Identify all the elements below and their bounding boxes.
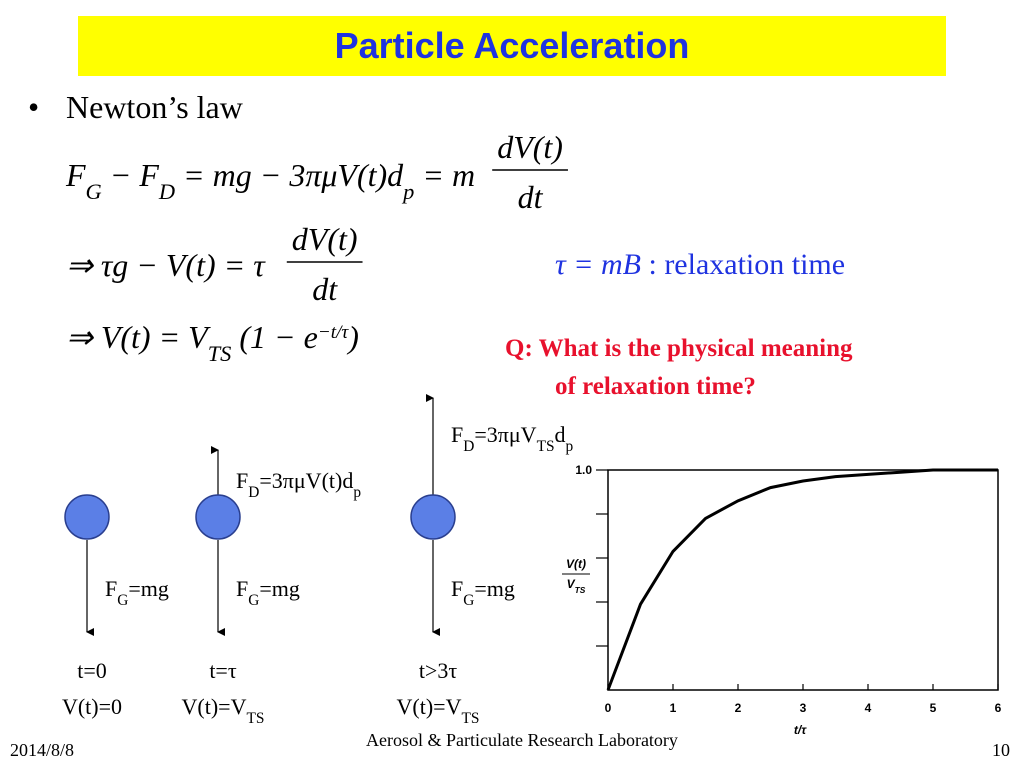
denominator: dt [518, 179, 544, 215]
subscript: p [353, 484, 361, 501]
y-tick-label: 1.0 [575, 463, 592, 477]
velocity-label: V(t)=VTS [397, 694, 480, 727]
subscript: G [248, 592, 259, 609]
subscript: G [463, 592, 474, 609]
note-text: : relaxation time [641, 248, 845, 281]
text-part: V(t)=0 [62, 694, 122, 719]
time-label: t=0 [77, 658, 107, 683]
text-part: ) [346, 319, 359, 355]
page-number: 10 [992, 740, 1010, 760]
x-tick-label: 4 [865, 701, 872, 715]
particle [64, 494, 110, 540]
subscript: TS [461, 710, 479, 727]
subscript: G [117, 592, 128, 609]
subscript: p [401, 179, 414, 204]
slide-title: Particle Acceleration [335, 25, 690, 66]
text-part: F [105, 576, 117, 601]
text-part: = m [414, 157, 475, 193]
text-part: ⇒ τg − V(t) = τ [66, 247, 266, 283]
particle [410, 494, 456, 540]
y-axis-label: VTS [567, 577, 586, 595]
text-part: F [65, 157, 86, 193]
text-part: =mg [474, 576, 515, 601]
question: of relaxation time? [555, 373, 756, 400]
x-tick-label: 3 [800, 701, 807, 715]
subscript: D [248, 484, 259, 501]
subscript: TS [208, 341, 232, 366]
text-part: F [236, 576, 248, 601]
text-part: F [451, 576, 463, 601]
footer-date: 2014/8/8 [10, 740, 74, 760]
x-tick-label: 6 [995, 701, 1002, 715]
footer-lab: Aerosol & Particulate Research Laborator… [366, 730, 678, 750]
velocity-label: V(t)=0 [62, 694, 122, 719]
text-part: =mg [128, 576, 169, 601]
note-symbol: τ = mB [555, 248, 641, 281]
subscript: G [86, 179, 102, 204]
equation: ⇒ V(t) = VTS (1 − e−t/τ) [66, 319, 359, 366]
curve [606, 468, 998, 691]
gravity-label: FG=mg [451, 576, 515, 609]
text-part: (1 − e [231, 319, 317, 355]
numerator: dV(t) [497, 129, 563, 165]
title-box [78, 16, 946, 76]
subscript: TS [537, 438, 555, 455]
drag-label: FD=3πμVTSdp [451, 422, 574, 455]
velocity-label: V(t)=VTS [182, 694, 265, 727]
time-label: t>3τ [419, 658, 458, 683]
text-part: =3πμV(t)d [259, 468, 353, 493]
equation: FG − FD = mg − 3πμV(t)dp = m [65, 157, 475, 204]
drag-label: FD=3πμV(t)dp [236, 468, 361, 501]
bullet-text: Newton’s law [66, 89, 243, 125]
plot-frame [607, 469, 999, 691]
subscript: TS [246, 710, 264, 727]
denominator: dt [312, 271, 338, 307]
text-part: V(t)=V [182, 694, 247, 719]
text-part: =3πμV [474, 422, 536, 447]
subscript: D [463, 438, 474, 455]
relaxation-note: τ = mB : relaxation time [555, 248, 845, 281]
text-part: F [451, 422, 463, 447]
x-axis-label: t/τ [794, 723, 807, 737]
x-tick-label: 1 [670, 701, 677, 715]
gravity-label: FG=mg [105, 576, 169, 609]
subscript: D [158, 179, 175, 204]
particle [195, 494, 241, 540]
time-label: t=τ [209, 658, 237, 683]
equation: ⇒ τg − V(t) = τ [66, 247, 266, 283]
text-part: ⇒ V(t) = V [66, 319, 211, 355]
text-part: − F [102, 157, 160, 193]
x-tick-label: 0 [605, 701, 612, 715]
text-part: F [236, 468, 248, 493]
text-part: V(t)=V [397, 694, 462, 719]
subscript: TS [575, 585, 586, 595]
exponent: −t/τ [318, 322, 350, 343]
text-part: = mg − 3πμV(t)d [175, 157, 404, 193]
text-part: V [567, 577, 576, 591]
x-tick-label: 2 [735, 701, 742, 715]
gravity-label: FG=mg [236, 576, 300, 609]
numerator: dV(t) [292, 221, 358, 257]
subscript: p [566, 438, 574, 455]
text-part: =mg [259, 576, 300, 601]
text-part: d [555, 422, 566, 447]
bullet-dot: • [28, 89, 39, 125]
question: Q: What is the physical meaning [505, 335, 853, 362]
y-axis-label: V(t) [566, 557, 586, 571]
x-tick-label: 5 [930, 701, 937, 715]
